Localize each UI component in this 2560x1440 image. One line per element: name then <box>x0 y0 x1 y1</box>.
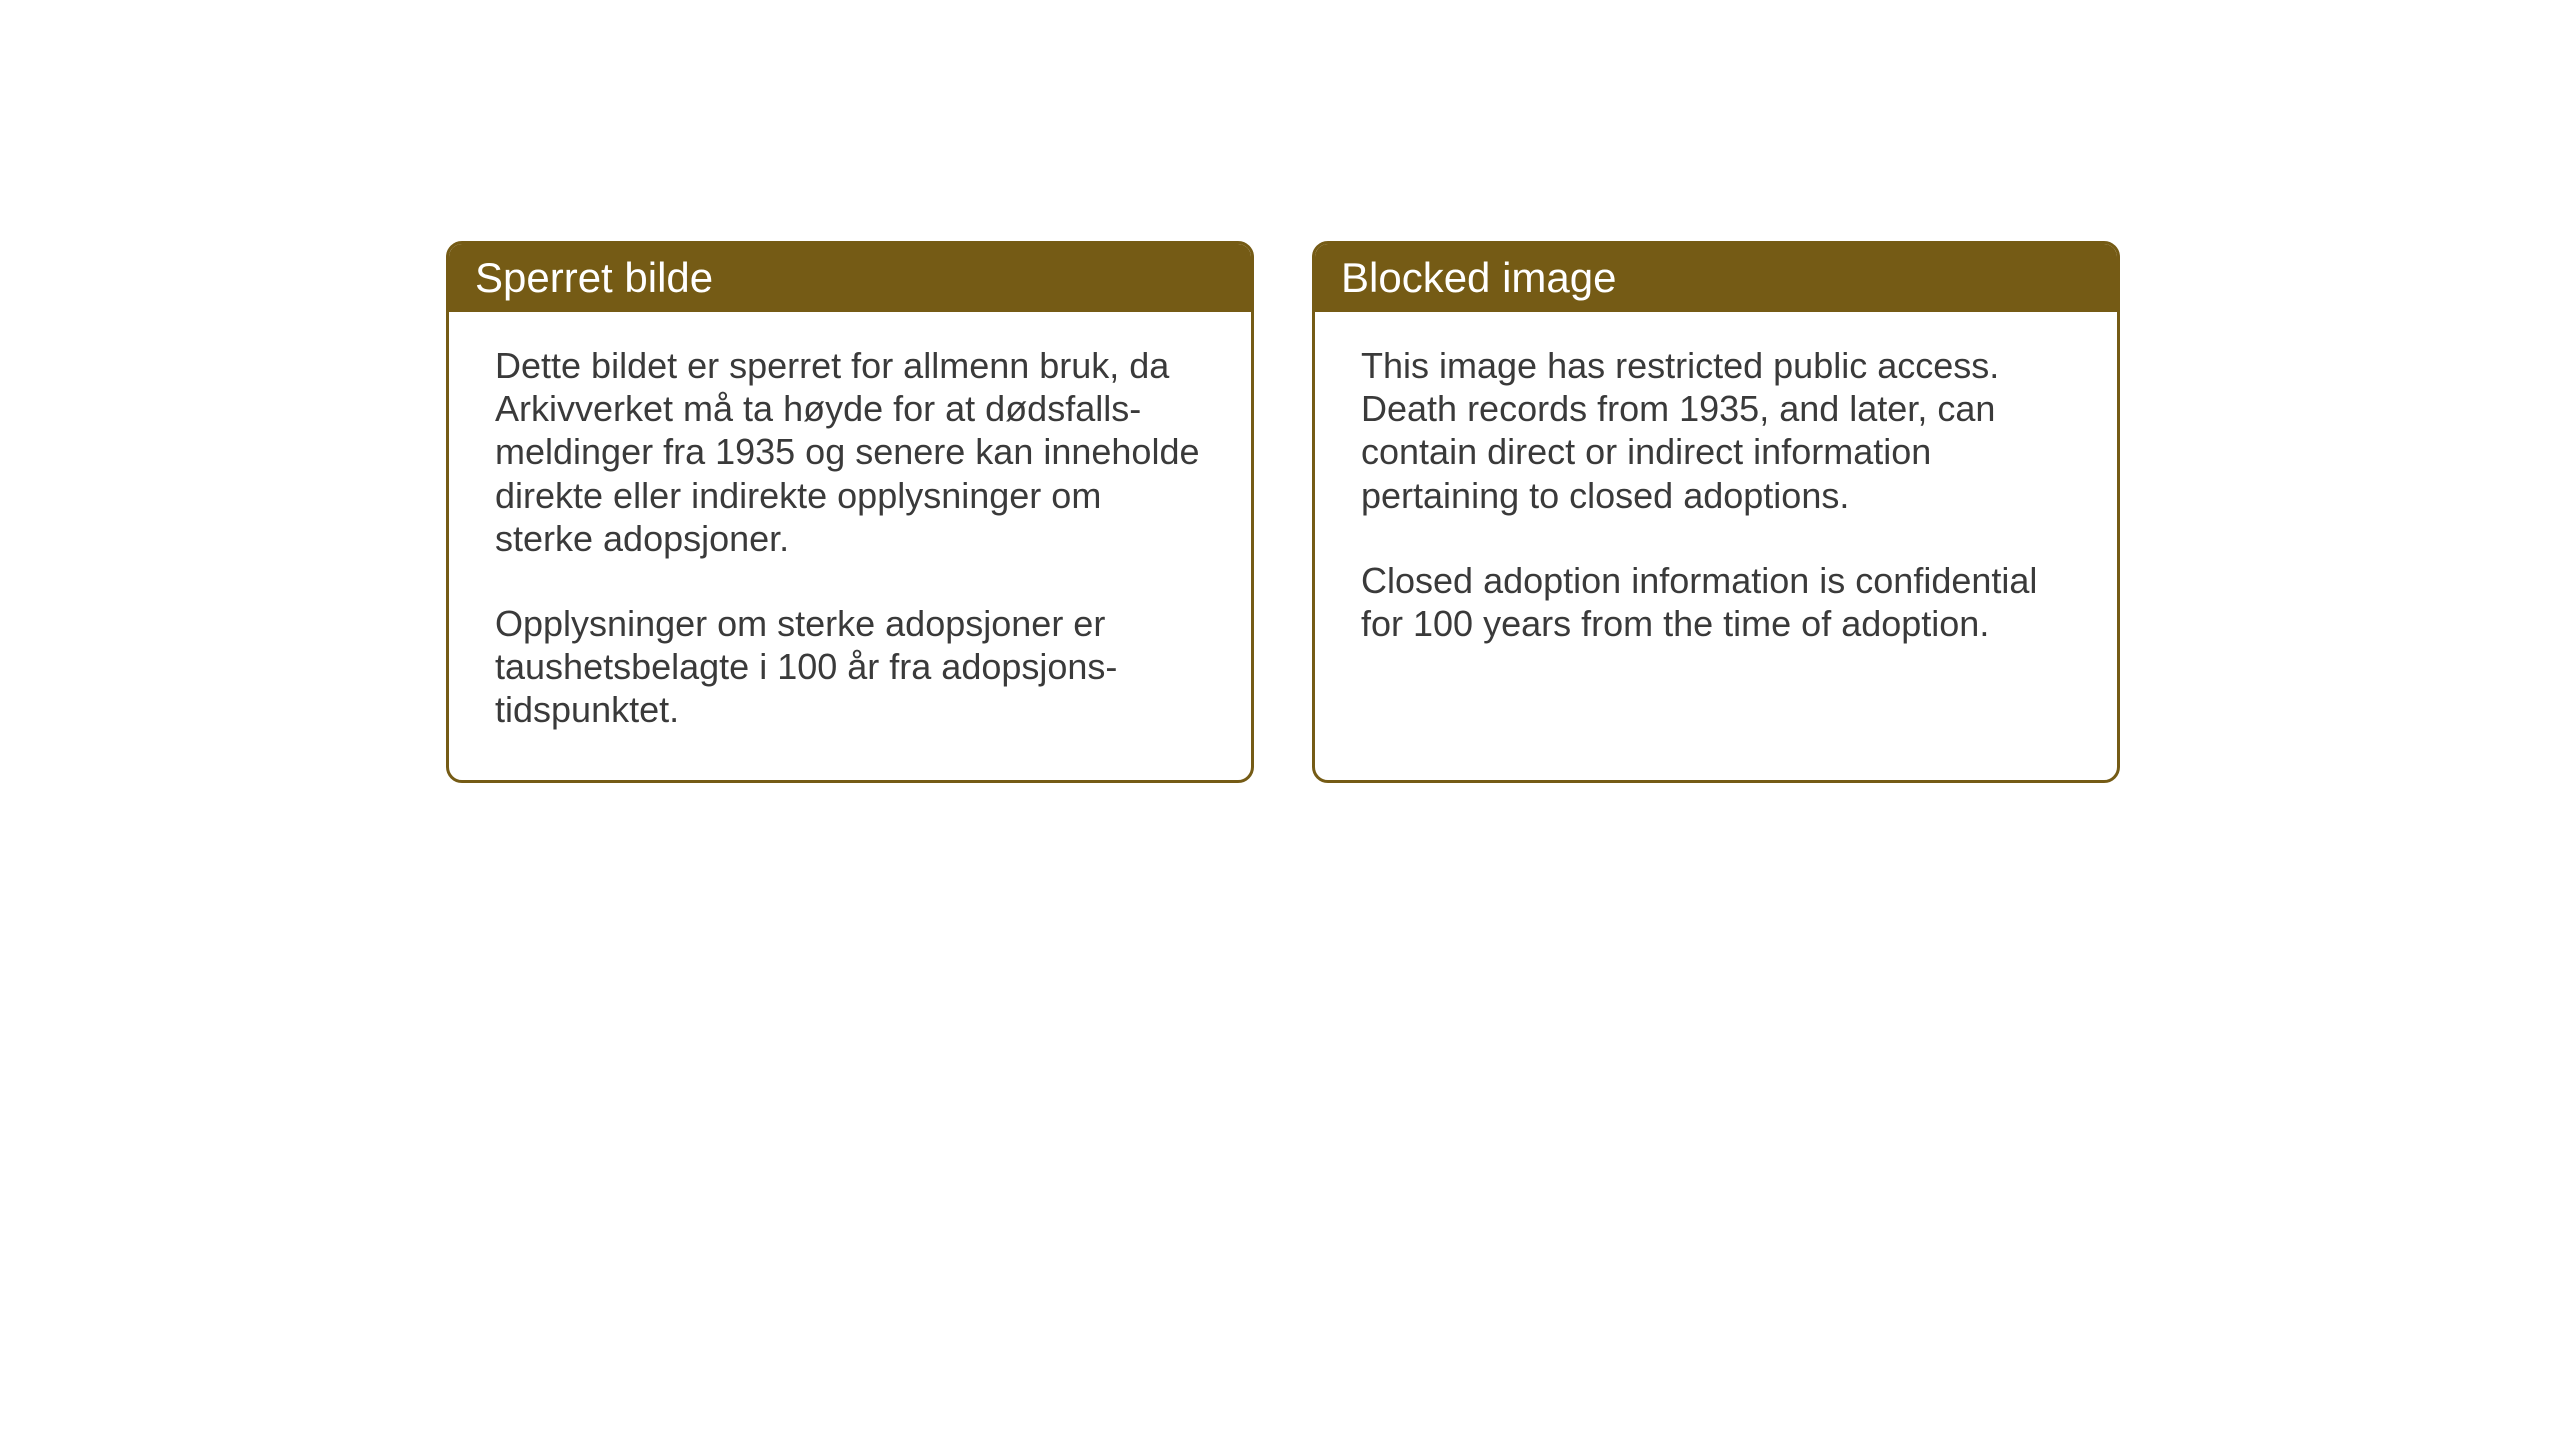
card-english: Blocked image This image has restricted … <box>1312 241 2120 783</box>
paragraph-text: Opplysninger om sterke adopsjoner er tau… <box>495 602 1205 732</box>
card-header-norwegian: Sperret bilde <box>449 244 1251 312</box>
card-body-norwegian: Dette bildet er sperret for allmenn bruk… <box>449 312 1251 780</box>
card-header-english: Blocked image <box>1315 244 2117 312</box>
cards-container: Sperret bilde Dette bildet er sperret fo… <box>446 241 2120 783</box>
paragraph-text: Closed adoption information is confident… <box>1361 559 2071 645</box>
paragraph-text: This image has restricted public access.… <box>1361 344 2071 517</box>
card-body-english: This image has restricted public access.… <box>1315 312 2117 693</box>
paragraph-text: Dette bildet er sperret for allmenn bruk… <box>495 344 1205 560</box>
card-norwegian: Sperret bilde Dette bildet er sperret fo… <box>446 241 1254 783</box>
